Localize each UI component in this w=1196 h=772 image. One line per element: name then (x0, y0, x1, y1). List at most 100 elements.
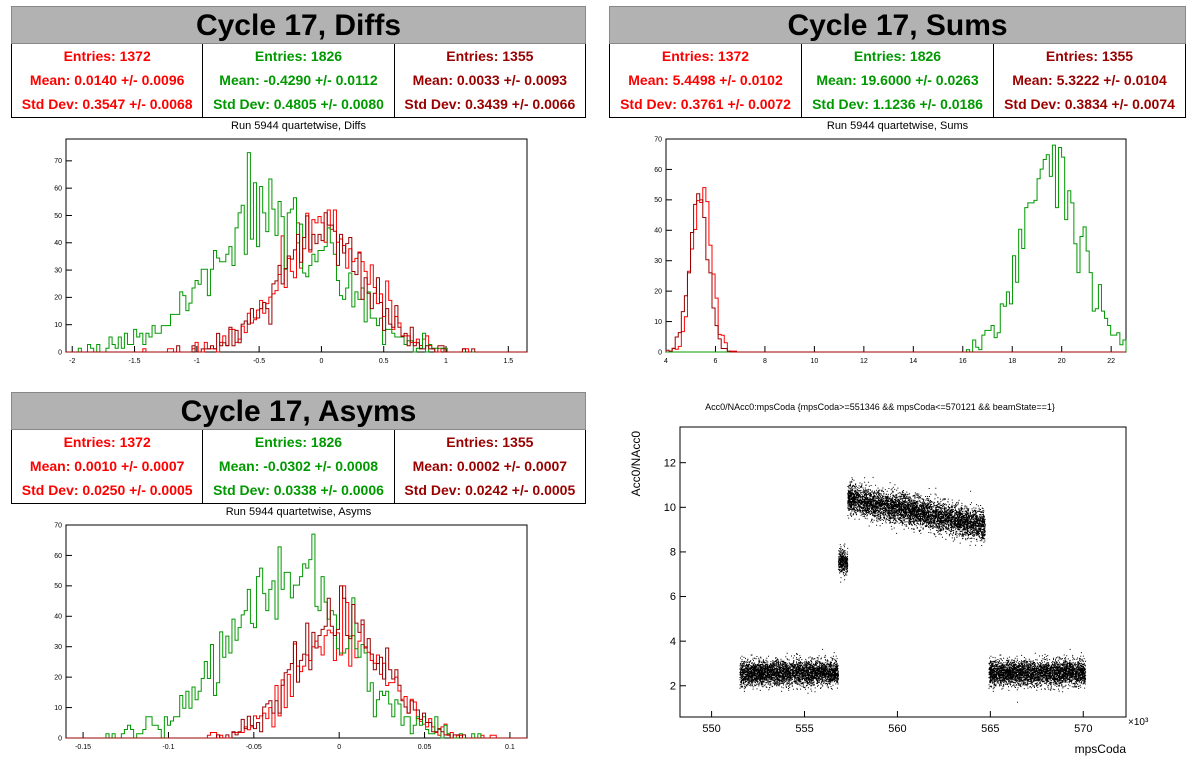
y-tick-label: 30 (54, 267, 62, 274)
x-tick-label: 550 (702, 723, 720, 735)
stats-box-green: Entries: 1826 Mean: -0.4290 +/- 0.0112 S… (202, 44, 393, 117)
histogram-series-1 (666, 144, 1127, 353)
x-tick-label: 570 (1074, 723, 1092, 735)
stats-box-darkred: Entries: 1355 Mean: 5.3222 +/- 0.0104 St… (993, 44, 1185, 117)
plot-frame (65, 138, 528, 353)
stats-std: Std Dev: 0.3761 +/- 0.0072 (620, 96, 791, 112)
stats-box-red: Entries: 1372 Mean: 0.0140 +/- 0.0096 St… (12, 44, 202, 117)
stats-box-darkred: Entries: 1355 Mean: 0.0033 +/- 0.0093 St… (393, 44, 585, 117)
stats-std: Std Dev: 0.3547 +/- 0.0068 (21, 96, 193, 112)
y-tick-label: 8 (670, 547, 676, 559)
x-axis-label: mpsCoda (1075, 742, 1127, 756)
x-tick-label: 0 (337, 744, 341, 751)
y-tick-label: 2 (670, 680, 676, 692)
y-tick-label: 70 (54, 158, 62, 165)
x-tick-label: 4 (664, 358, 668, 365)
stats-box-darkred: Entries: 1355 Mean: 0.0002 +/- 0.0007 St… (393, 430, 585, 503)
diffs-stats: Entries: 1372 Mean: 0.0140 +/- 0.0096 St… (11, 44, 586, 118)
stats-box-green: Entries: 1826 Mean: -0.0302 +/- 0.0008 S… (202, 430, 393, 503)
sums-subtitle: Run 5944 quartetwise, Sums (826, 120, 969, 132)
y-tick-label: 40 (54, 240, 62, 247)
x-tick-label: 8 (763, 358, 767, 365)
y-tick-label: 40 (54, 614, 62, 621)
x-tick-label: -0.15 (75, 744, 91, 751)
stats-std: Std Dev: 0.3439 +/- 0.0066 (404, 96, 576, 112)
x-tick-label: 6 (714, 358, 718, 365)
stats-mean: Mean: 19.6000 +/- 0.0263 (816, 72, 979, 88)
diffs-subtitle: Run 5944 quartetwise, Diffs (231, 120, 366, 132)
sums-stats: Entries: 1372 Mean: 5.4498 +/- 0.0102 St… (609, 44, 1186, 118)
x-tick-label: 0.05 (418, 744, 432, 751)
stats-std: Std Dev: 0.3834 +/- 0.0074 (1004, 96, 1175, 112)
y-tick-label: 6 (670, 591, 676, 603)
scatter-title: Acc0/NAcc0:mpsCoda {mpsCoda>=551346 && m… (705, 402, 1055, 412)
y-tick-label: 30 (54, 644, 62, 651)
x-tick-label: -1.5 (128, 358, 140, 365)
stats-std: Std Dev: 0.0338 +/- 0.0006 (213, 482, 384, 498)
stats-std: Std Dev: 1.1236 +/- 0.0186 (812, 96, 983, 112)
x-tick-label: 560 (888, 723, 906, 735)
x-tick-label: -0.5 (253, 358, 265, 365)
stats-mean: Mean: 0.0140 +/- 0.0096 (29, 72, 185, 88)
stats-box-red: Entries: 1372 Mean: 5.4498 +/- 0.0102 St… (610, 44, 801, 117)
y-tick-label: 10 (54, 322, 62, 329)
histogram-series-2 (665, 193, 1126, 353)
stats-box-red: Entries: 1372 Mean: 0.0010 +/- 0.0007 St… (12, 430, 202, 503)
histogram-series-0 (666, 187, 1126, 353)
stats-mean: Mean: 0.0033 +/- 0.0093 (412, 72, 568, 88)
stats-mean: Mean: 0.0010 +/- 0.0007 (29, 458, 185, 474)
y-tick-label: 20 (654, 288, 662, 295)
y-tick-label: 50 (54, 583, 62, 590)
y-tick-label: 0 (58, 349, 62, 356)
stats-mean: Mean: 5.3222 +/- 0.0104 (1012, 72, 1167, 88)
x-tick-label: -0.1 (162, 744, 174, 751)
y-tick-label: 0 (658, 349, 662, 356)
x-tick-label: 20 (1058, 358, 1066, 365)
stats-entries: Entries: 1826 (853, 48, 942, 64)
y-tick-label: 50 (654, 197, 662, 204)
y-tick-label: 10 (54, 705, 62, 712)
diffs-title: Cycle 17, Diffs (11, 6, 586, 44)
y-tick-label: 10 (664, 502, 676, 514)
x-tick-label: -1 (194, 358, 200, 365)
asyms-stats: Entries: 1372 Mean: 0.0010 +/- 0.0007 St… (11, 430, 586, 504)
x-tick-label: 0 (319, 358, 323, 365)
histogram-series-1 (66, 152, 527, 353)
x-tick-label: 22 (1107, 358, 1115, 365)
y-axis-label: Acc0/NAcc0 (629, 431, 643, 497)
y-tick-label: 60 (54, 185, 62, 192)
y-tick-label: 40 (654, 228, 662, 235)
x-tick-label: 14 (909, 358, 917, 365)
plot-frame (679, 426, 1127, 718)
x-tick-label: -0.05 (246, 744, 262, 751)
stats-mean: Mean: -0.4290 +/- 0.0112 (219, 72, 378, 88)
x-tick-label: 565 (981, 723, 999, 735)
x-tick-label: 12 (860, 358, 868, 365)
x-tick-label: 10 (810, 358, 818, 365)
plot-frame (65, 524, 528, 739)
y-tick-label: 20 (54, 674, 62, 681)
stats-mean: Mean: -0.0302 +/- 0.0008 (218, 458, 379, 474)
x-tick-label: 18 (1008, 358, 1016, 365)
x-tick-label: -2 (69, 358, 75, 365)
stats-box-green: Entries: 1826 Mean: 19.6000 +/- 0.0263 S… (801, 44, 993, 117)
stats-entries: Entries: 1355 (446, 48, 534, 64)
x-tick-label: 16 (959, 358, 967, 365)
stats-entries: Entries: 1372 (661, 48, 750, 64)
y-tick-label: 12 (664, 457, 676, 469)
histogram-series-2 (66, 585, 527, 739)
x-tick-label: 1.5 (503, 358, 513, 365)
sums-title: Cycle 17, Sums (609, 6, 1186, 44)
y-tick-label: 70 (654, 136, 662, 143)
stats-std: Std Dev: 0.0242 +/- 0.0005 (404, 482, 576, 498)
asyms-title: Cycle 17, Asyms (11, 392, 586, 430)
stats-std: Std Dev: 0.0250 +/- 0.0005 (21, 482, 193, 498)
stats-mean: Mean: 0.0002 +/- 0.0007 (412, 458, 568, 474)
x-tick-label: 555 (795, 723, 813, 735)
y-tick-label: 30 (654, 258, 662, 265)
y-tick-label: 60 (654, 167, 662, 174)
stats-entries: Entries: 1826 (254, 434, 343, 450)
stats-entries: Entries: 1355 (1045, 48, 1134, 64)
y-tick-label: 60 (54, 553, 62, 560)
